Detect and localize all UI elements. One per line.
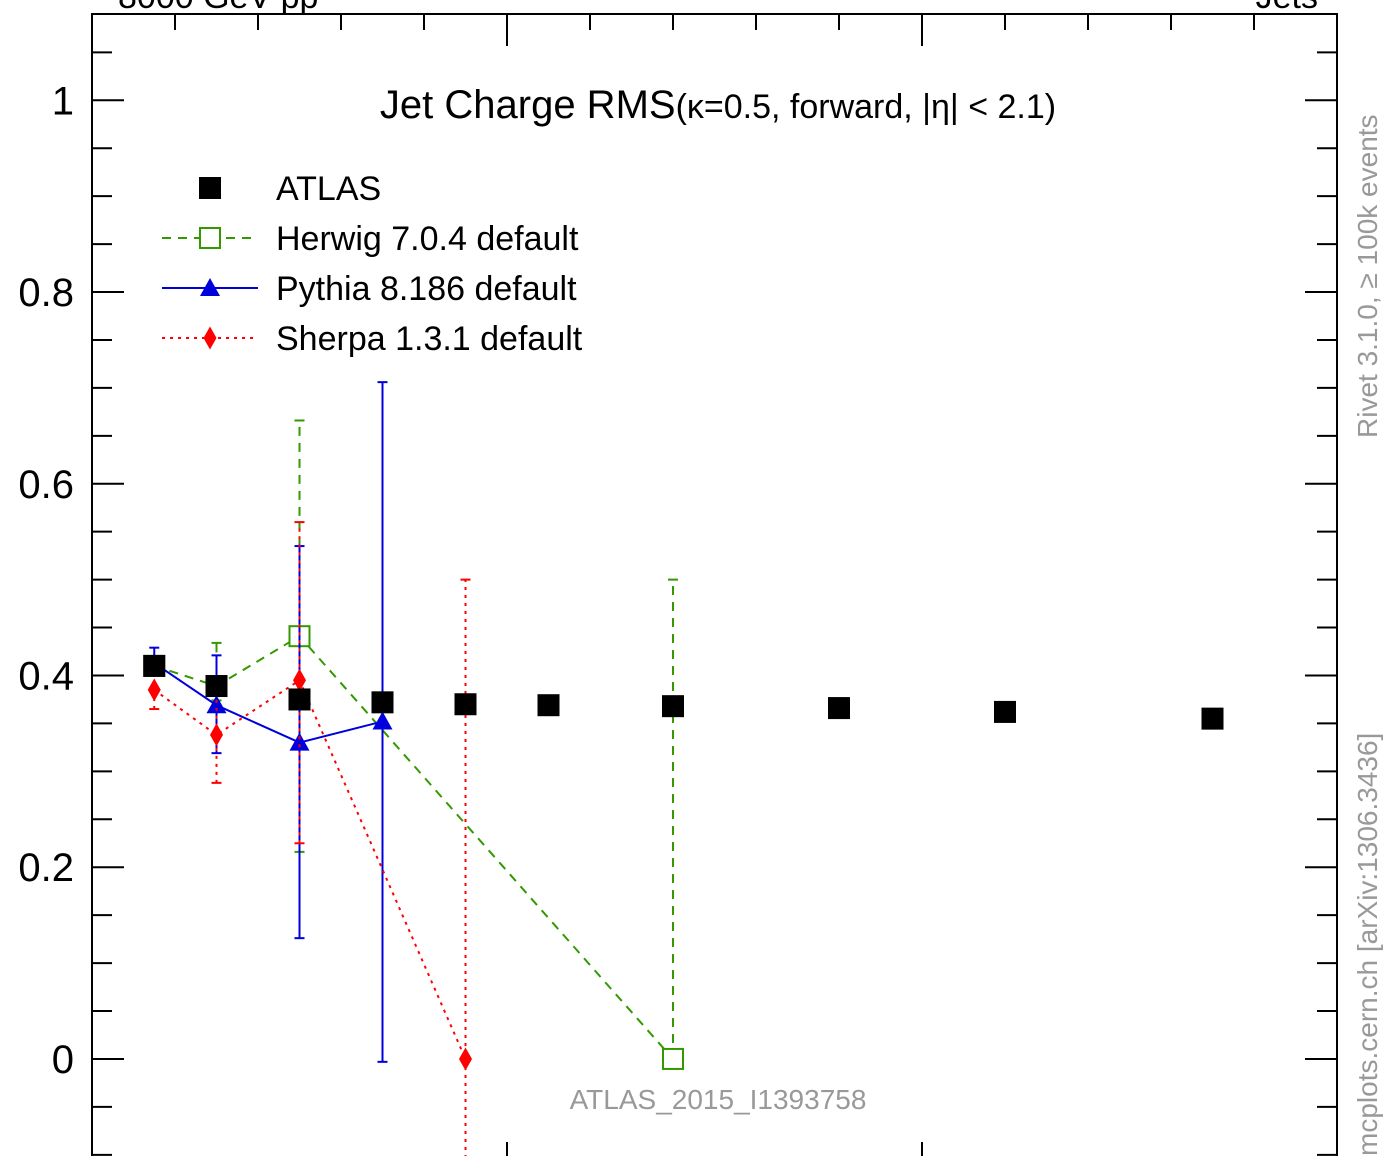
legend-marker <box>199 227 221 249</box>
legend-item: Sherpa 1.3.1 default <box>162 320 583 358</box>
y-tick-label: 0.4 <box>18 654 74 698</box>
data-point <box>537 694 560 717</box>
data-point <box>293 668 306 692</box>
legend-marker <box>203 326 217 350</box>
data-point <box>206 695 227 714</box>
chart-title-suffix: (κ=0.5, forward, |η| < 2.1) <box>676 88 1057 126</box>
legend-item: Pythia 8.186 default <box>162 270 577 308</box>
data-point <box>459 1047 472 1071</box>
series <box>144 381 393 1063</box>
series <box>147 521 472 1156</box>
y-tick-label: 0.6 <box>18 463 74 507</box>
series-line <box>153 634 674 1060</box>
data-point <box>143 654 166 677</box>
axis-ticks <box>91 14 1338 1156</box>
series <box>143 654 1224 730</box>
data-point <box>371 691 394 714</box>
header-left: 8000 GeV pp <box>118 0 318 16</box>
data-point <box>1201 707 1224 730</box>
series <box>143 419 684 1070</box>
data-point <box>662 1047 684 1070</box>
data-point <box>288 688 311 711</box>
legend-label: Herwig 7.0.4 default <box>276 220 579 258</box>
series-line <box>153 678 467 1060</box>
watermark: ATLAS_2015_I1393758 <box>570 1084 867 1115</box>
header-right: Jets <box>1256 0 1318 16</box>
y-tick-label: 0 <box>52 1038 74 1082</box>
chart-title-main: Jet Charge RMS <box>380 83 676 127</box>
data-point <box>147 678 161 702</box>
legend-item: ATLAS <box>199 170 381 208</box>
side-label-bottom: mcplots.cern.ch [arXiv:1306.3436] <box>1352 733 1383 1156</box>
data-point <box>210 723 223 747</box>
legend-item: Herwig 7.0.4 default <box>162 220 579 258</box>
y-tick-label: 0.2 <box>18 846 74 890</box>
data-point <box>372 711 393 730</box>
data-point <box>994 700 1016 723</box>
data-point <box>205 675 228 698</box>
legend-label: Pythia 8.186 default <box>276 270 577 308</box>
data-point <box>662 695 684 718</box>
side-label-top: Rivet 3.1.0, ≥ 100k events <box>1352 114 1383 438</box>
series-layer <box>143 381 1224 1156</box>
data-point <box>289 732 310 751</box>
y-tick-label: 1 <box>52 79 74 123</box>
legend: ATLAS Herwig 7.0.4 default Pythia 8.186 de… <box>162 170 583 358</box>
legend-label: Sherpa 1.3.1 default <box>276 320 583 358</box>
series-line <box>153 662 383 744</box>
plot-frame <box>91 13 1338 1156</box>
data-point <box>454 693 477 716</box>
legend-label: ATLAS <box>276 170 381 208</box>
legend-marker <box>200 278 220 296</box>
legend-marker <box>199 177 221 199</box>
data-point <box>828 697 850 720</box>
y-tick-label: 0.8 <box>18 271 74 315</box>
y-tick-labels: 0 0.2 0.4 0.6 0.8 1 <box>18 79 74 1082</box>
chart-title: Jet Charge RMS(κ=0.5, forward, |η| < 2.1… <box>380 83 1056 127</box>
